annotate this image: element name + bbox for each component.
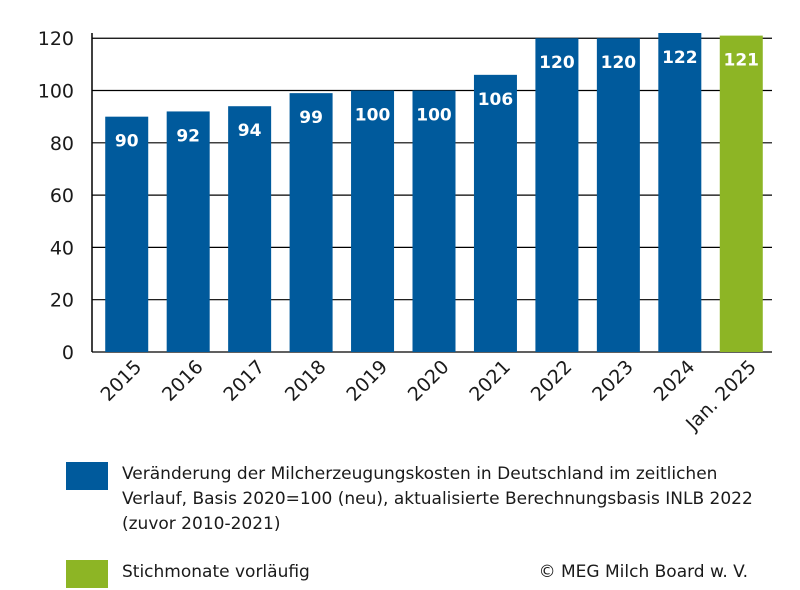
y-tick-label: 80 xyxy=(50,133,74,155)
bar-2017 xyxy=(228,106,272,353)
data-label: 94 xyxy=(238,121,262,141)
bars xyxy=(105,33,763,353)
legend-swatch-provisional xyxy=(66,560,108,588)
y-tick-label: 0 xyxy=(62,342,74,364)
data-label: 121 xyxy=(724,51,760,71)
bar-2015 xyxy=(105,116,149,352)
data-label: 100 xyxy=(416,106,452,126)
data-label: 120 xyxy=(601,53,637,73)
data-label: 120 xyxy=(539,53,575,73)
x-tick-label: 2023 xyxy=(588,356,638,406)
data-label: 106 xyxy=(478,90,514,110)
x-tick-label: 2021 xyxy=(465,356,515,406)
legend-swatch-main xyxy=(66,462,108,490)
legend-label-main: Veränderung der Milcherzeugungskosten in… xyxy=(122,464,753,534)
x-tick-label: 2022 xyxy=(527,356,577,406)
y-axis-ticks: 0 20 40 60 80 100 120 xyxy=(38,28,74,364)
x-tick-label: 2024 xyxy=(650,356,700,406)
x-axis-ticks: 2015 2016 2017 2018 2019 2020 2021 2022 2023 2024… xyxy=(97,356,761,436)
bar-2019 xyxy=(351,90,395,352)
copyright-text: © MEG Milch Board w. V. xyxy=(538,562,748,582)
data-label: 122 xyxy=(662,48,698,68)
bar-2022 xyxy=(535,38,579,353)
bar-chart: 0 20 40 60 80 100 120 90 92 94 99 100 100 106 120 120 1… xyxy=(38,28,772,436)
x-tick-label: 2017 xyxy=(219,356,269,406)
x-tick-label: 2016 xyxy=(158,356,208,406)
data-labels: 90 92 94 99 100 100 106 120 120 122 121 xyxy=(115,48,759,152)
bar-2023 xyxy=(596,38,640,353)
legend-item-provisional: Stichmonate vorläufig xyxy=(66,560,422,588)
x-tick-label: 2018 xyxy=(281,356,331,406)
x-tick-label: 2019 xyxy=(342,356,392,406)
bar-2018 xyxy=(289,93,333,352)
data-label: 100 xyxy=(355,106,391,126)
data-label: 90 xyxy=(115,132,139,152)
bar-2021 xyxy=(473,74,517,353)
y-tick-label: 40 xyxy=(50,237,74,259)
bar-jan-2025 xyxy=(719,35,763,353)
data-label: 99 xyxy=(299,108,323,128)
bar-2024 xyxy=(658,33,702,352)
y-tick-label: 60 xyxy=(50,185,74,207)
y-tick-label: 100 xyxy=(38,81,74,103)
x-tick-label: 2015 xyxy=(97,356,147,406)
legend-label-provisional: Stichmonate vorläufig xyxy=(122,562,310,582)
bar-2016 xyxy=(166,111,210,352)
legend-item-main: Veränderung der Milcherzeugungskosten in… xyxy=(66,462,762,537)
y-tick-label: 120 xyxy=(38,28,74,50)
y-tick-label: 20 xyxy=(50,290,74,312)
data-label: 92 xyxy=(176,126,200,146)
x-tick-label: 2020 xyxy=(404,356,454,406)
bar-2020 xyxy=(412,90,456,352)
